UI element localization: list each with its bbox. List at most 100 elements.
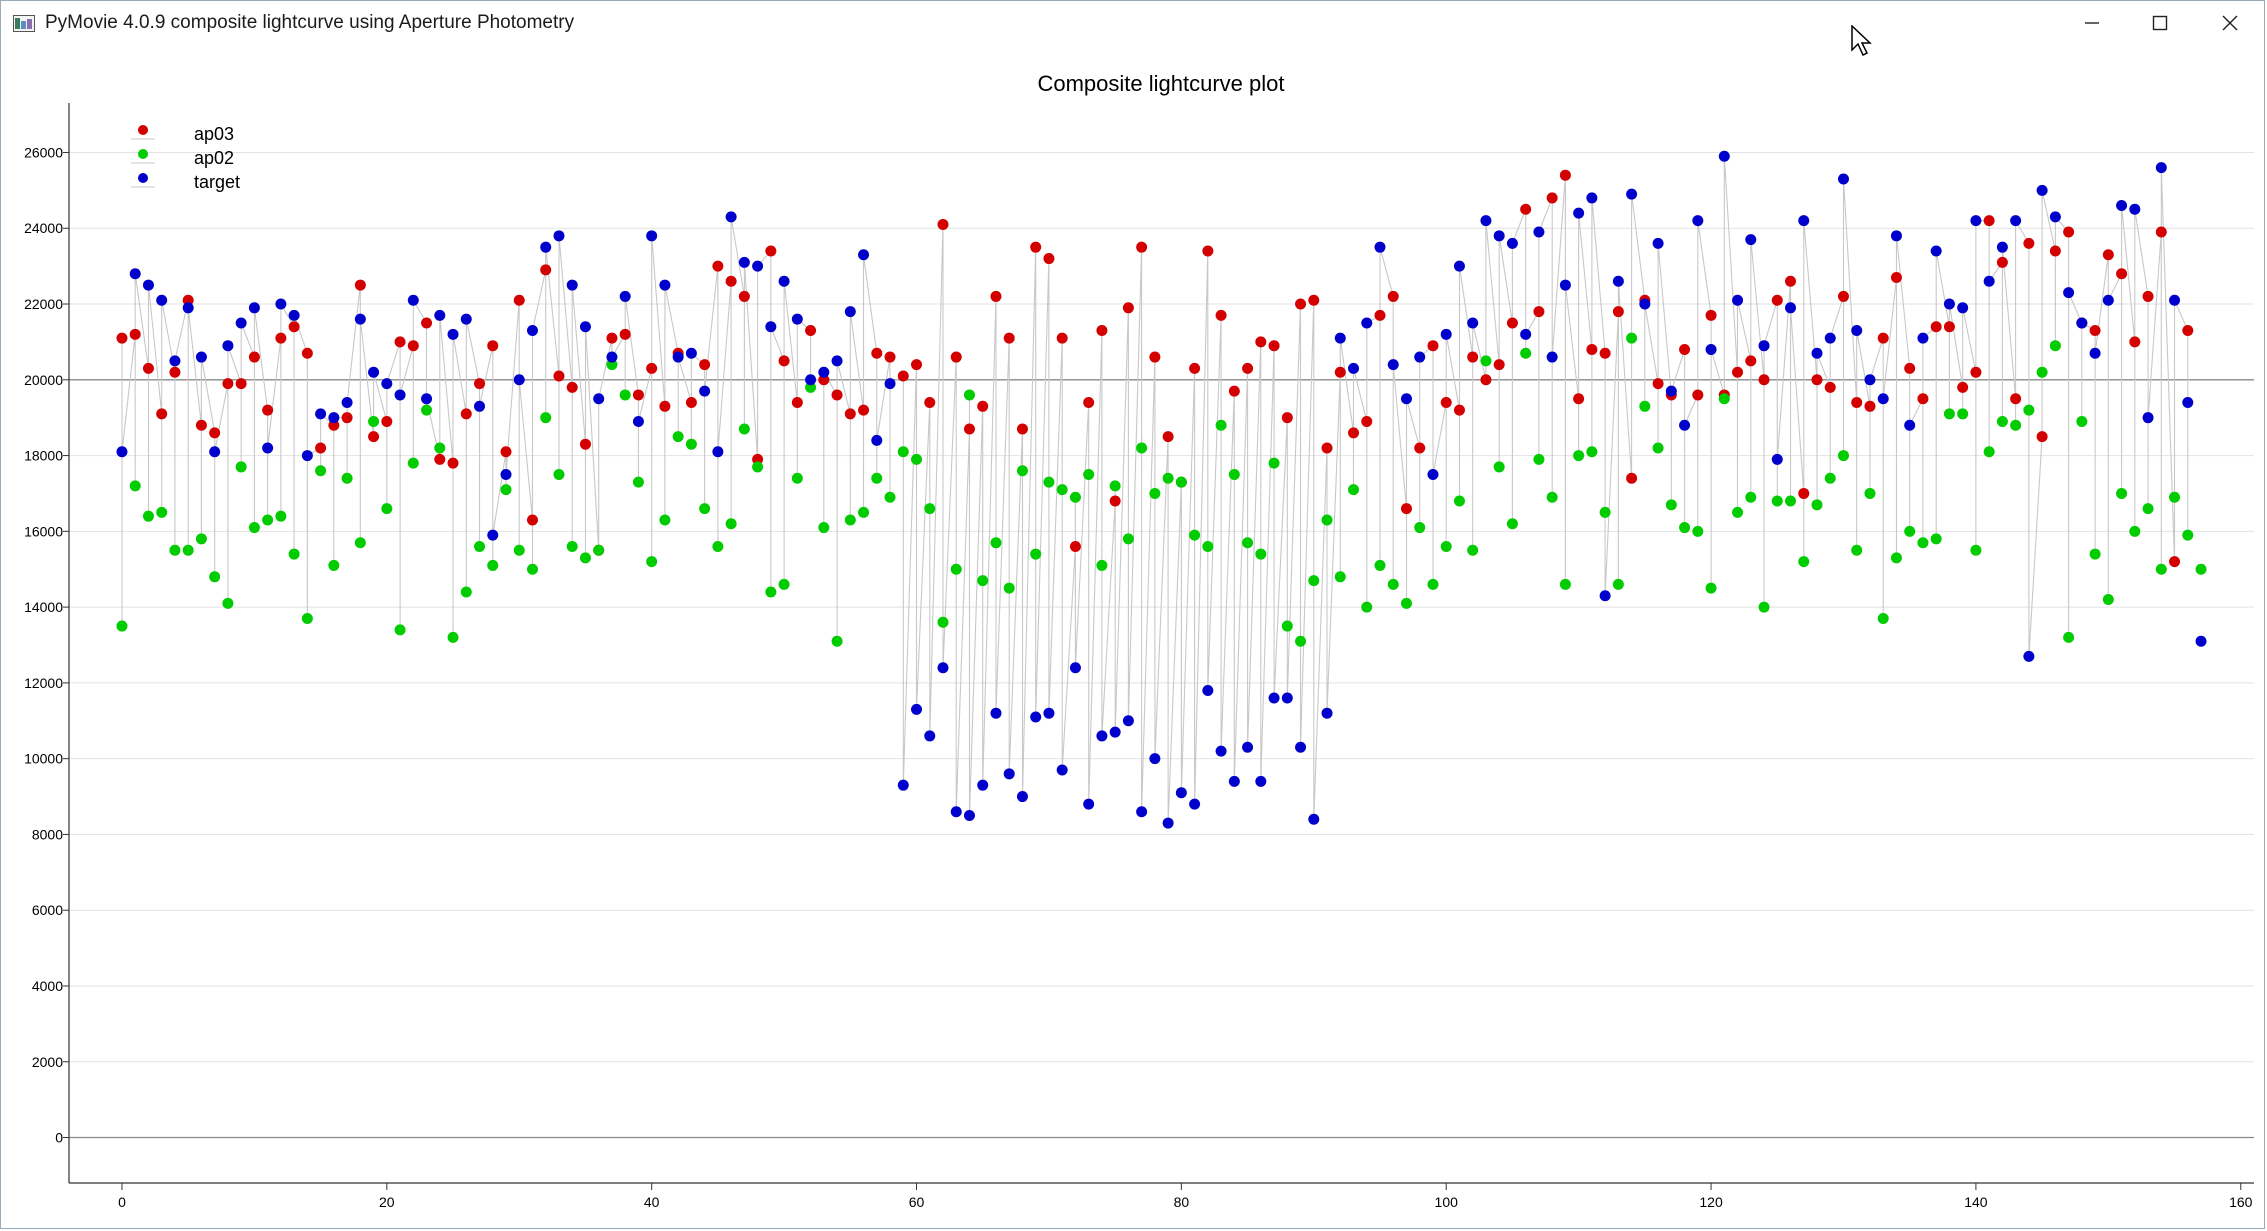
data-point-target	[924, 730, 936, 742]
data-point-ap03	[2169, 556, 2181, 568]
data-point-target	[1056, 764, 1068, 776]
data-point-ap03	[1679, 343, 1691, 355]
data-point-ap02	[1626, 332, 1638, 344]
data-point-ap02	[235, 461, 247, 473]
data-point-target	[407, 294, 419, 306]
data-point-ap03	[394, 336, 406, 348]
data-point-ap02	[315, 465, 327, 477]
data-point-ap03	[235, 378, 247, 390]
data-point-ap03	[1149, 351, 1161, 363]
data-point-ap03	[2036, 431, 2048, 443]
legend: ap03 ap02 target	[131, 124, 240, 192]
data-point-target	[1917, 332, 1929, 344]
data-point-ap02	[844, 514, 856, 526]
data-point-ap03	[1890, 271, 1902, 283]
data-point-ap02	[1917, 537, 1929, 549]
title-bar[interactable]: PyMovie 4.0.9 composite lightcurve using…	[1, 1, 2264, 45]
data-point-ap03	[1096, 325, 1108, 337]
close-button[interactable]	[2195, 1, 2265, 45]
data-point-target	[911, 703, 923, 715]
data-point-ap02	[1453, 495, 1465, 507]
data-point-target	[791, 313, 803, 325]
data-point-ap03	[2142, 290, 2154, 302]
data-point-ap02	[540, 412, 552, 424]
data-point-target	[2142, 412, 2154, 424]
data-point-ap02	[1149, 487, 1161, 499]
data-point-ap02	[328, 559, 340, 571]
data-point-ap03	[1758, 374, 1770, 386]
data-point-ap03	[1374, 309, 1386, 321]
data-point-ap02	[513, 544, 525, 556]
data-point-target	[1030, 711, 1042, 723]
data-point-ap03	[765, 245, 777, 257]
data-point-ap03	[1824, 381, 1836, 393]
data-point-ap03	[407, 340, 419, 352]
data-point-target	[421, 393, 433, 405]
data-point-target	[1122, 715, 1134, 727]
maximize-button[interactable]	[2125, 1, 2195, 45]
data-point-target	[2063, 287, 2075, 299]
data-point-target	[725, 211, 737, 223]
data-point-ap02	[169, 544, 181, 556]
data-point-target	[1083, 798, 1095, 810]
data-point-ap03	[553, 370, 565, 382]
data-point-target	[1798, 215, 1810, 227]
data-point-ap02	[1745, 491, 1757, 503]
data-point-ap02	[924, 503, 936, 515]
data-point-ap02	[129, 480, 141, 492]
data-point-target	[844, 306, 856, 318]
data-point-ap03	[1109, 495, 1121, 507]
data-point-target	[1255, 775, 1267, 787]
lightcurve-chart[interactable]: Composite lightcurve plot 0 2000 4000 6000 8…	[1, 45, 2264, 1228]
data-point-target	[222, 340, 234, 352]
data-point-target	[2049, 211, 2061, 223]
data-point-ap03	[1202, 245, 1214, 257]
data-point-ap03	[778, 355, 790, 367]
data-point-ap02	[579, 552, 591, 564]
chart-title: Composite lightcurve plot	[1037, 71, 1284, 96]
data-point-ap02	[871, 472, 883, 484]
data-point-target	[116, 446, 128, 458]
data-point-ap02	[407, 457, 419, 469]
minimize-button[interactable]	[2057, 1, 2127, 45]
data-point-target	[2155, 162, 2167, 174]
data-point-target	[1771, 453, 1783, 465]
data-point-ap03	[1506, 317, 1518, 329]
data-point-target	[248, 302, 260, 314]
data-point-ap02	[712, 540, 724, 552]
data-point-ap03	[1798, 487, 1810, 499]
data-point-ap02	[937, 616, 949, 628]
data-point-ap02	[1175, 476, 1187, 488]
data-point-target	[1546, 351, 1558, 363]
data-point-target	[275, 298, 287, 310]
data-point-ap03	[791, 397, 803, 409]
data-point-ap02	[963, 389, 975, 401]
data-point-target	[1586, 192, 1598, 204]
data-point-ap03	[1361, 415, 1373, 427]
data-point-target	[2129, 203, 2141, 215]
data-point-ap03	[368, 431, 380, 443]
data-point-ap02	[606, 359, 618, 371]
data-point-target	[540, 241, 552, 253]
data-point-ap02	[1348, 484, 1360, 496]
data-point-target	[1665, 385, 1677, 397]
data-point-ap02	[447, 631, 459, 643]
data-point-ap03	[487, 340, 499, 352]
data-point-ap03	[1943, 321, 1955, 333]
data-point-ap02	[778, 578, 790, 590]
data-point-target	[1387, 359, 1399, 371]
data-point-target	[950, 806, 962, 818]
data-point-ap03	[116, 332, 128, 344]
data-point-target	[315, 408, 327, 420]
data-point-target	[1718, 150, 1730, 162]
data-point-target	[1573, 207, 1585, 219]
data-point-target	[1639, 298, 1651, 310]
data-point-target	[566, 279, 578, 291]
data-point-ap03	[712, 260, 724, 272]
data-point-target	[487, 529, 499, 541]
data-point-ap03	[1030, 241, 1042, 253]
data-point-ap02	[1480, 355, 1492, 367]
data-point-target	[2076, 317, 2088, 329]
data-point-target	[752, 260, 764, 272]
data-point-target	[1189, 798, 1201, 810]
